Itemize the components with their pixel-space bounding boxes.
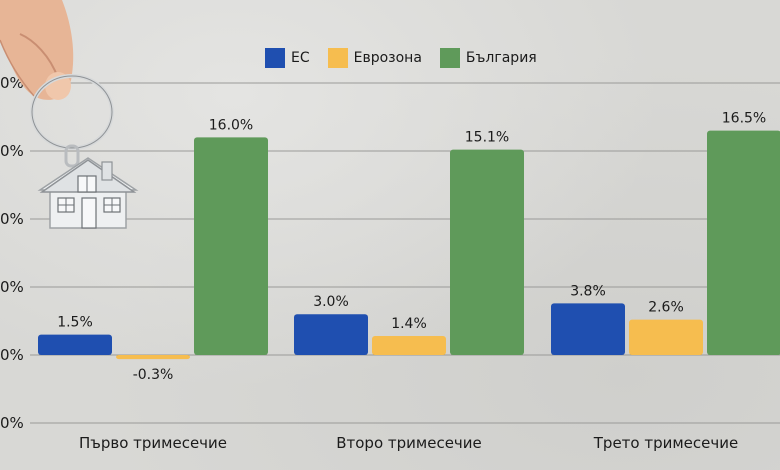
y-tick-label: 0% [0, 414, 24, 432]
legend-swatch-eurozone [327, 48, 348, 68]
house-keychain-icon [0, 0, 139, 229]
bar [116, 355, 190, 360]
legend-label-bulgaria: България [465, 50, 537, 66]
legend-label-eurozone: Еврозона [353, 50, 422, 66]
legend-item-bulgaria: България [439, 48, 537, 68]
bar [194, 137, 268, 355]
data-label: 16.0% [209, 117, 253, 133]
legend-swatch-bulgaria [439, 48, 460, 68]
x-tick-label: Второ тримесечие [336, 434, 482, 452]
data-label: -0.3% [133, 367, 174, 383]
legend: ЕС Еврозона България [265, 48, 537, 68]
legend-label-eu: ЕС [291, 50, 310, 66]
y-tick-label: 0% [0, 74, 24, 92]
bar [294, 314, 368, 355]
data-label: 1.5% [57, 315, 93, 331]
y-tick-label: 0% [0, 142, 24, 160]
x-tick-label: Трето тримесечие [593, 434, 738, 452]
data-label: 2.6% [648, 300, 684, 316]
bar [450, 149, 524, 355]
y-tick-label: 0% [0, 346, 24, 364]
data-label: 3.8% [570, 283, 606, 299]
legend-item-eu: ЕС [265, 48, 310, 68]
y-tick-label: 0% [0, 210, 24, 228]
bar [372, 335, 446, 355]
data-label: 15.1% [465, 130, 509, 146]
data-label: 1.4% [391, 316, 427, 332]
bar [629, 319, 703, 355]
data-label: 3.0% [313, 294, 349, 310]
y-tick-label: 0% [0, 278, 24, 296]
legend-item-eurozone: Еврозона [327, 48, 422, 68]
bar [38, 334, 112, 355]
bar [707, 130, 780, 355]
bar [551, 303, 625, 355]
data-label: 16.5% [722, 111, 766, 127]
legend-swatch-eu [265, 48, 285, 68]
x-tick-label: Първо тримесечие [79, 434, 227, 452]
